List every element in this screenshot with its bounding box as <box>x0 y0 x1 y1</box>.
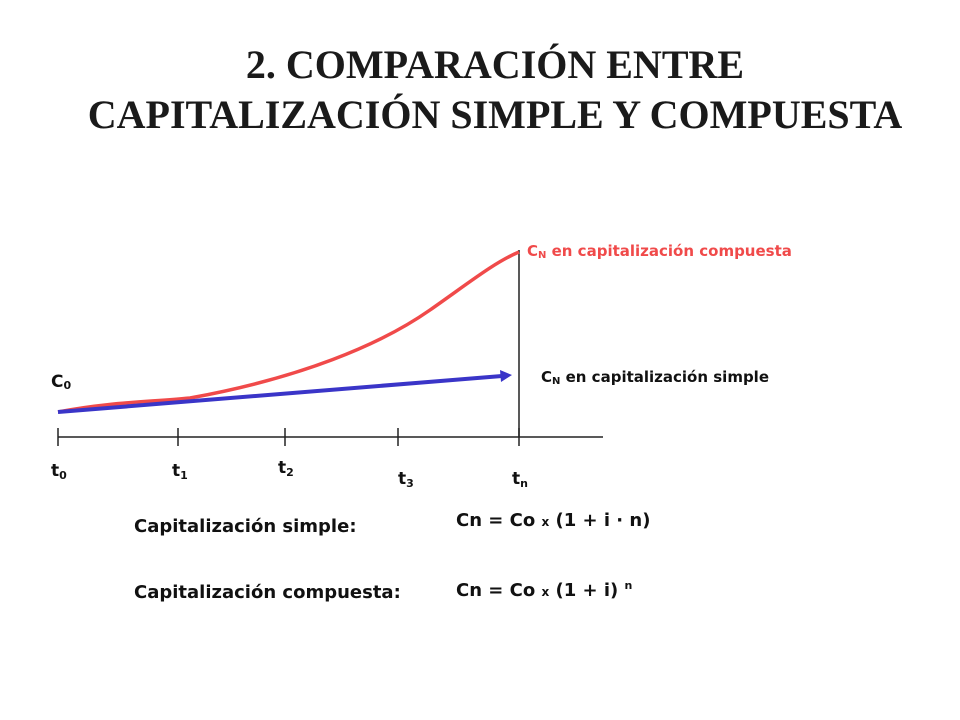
compound-formula-exponent: n <box>624 579 633 592</box>
compound-formula-suffix: (1 + i) <box>549 580 625 601</box>
compound-formula-times: x <box>541 585 550 599</box>
tick-label-t3: t3 <box>398 469 414 490</box>
simple-formula-prefix: Cn = Co <box>456 510 542 531</box>
simple-formula-suffix: (1 + i · n) <box>549 510 651 531</box>
simple-arrow-head <box>500 370 512 382</box>
compound-curve <box>57 250 520 414</box>
simple-label: CN en capitalización simple <box>541 368 769 387</box>
c0-label: C0 <box>51 372 71 392</box>
tick-label-tn: tn <box>512 469 528 490</box>
simple-formula-label: Capitalización simple: <box>134 516 357 537</box>
title-line-1: 2. COMPARACIÓN ENTRE <box>245 42 745 87</box>
compound-formula-prefix: Cn = Co <box>456 580 542 601</box>
simple-formula-times: x <box>541 515 550 529</box>
compound-formula-label: Capitalización compuesta: <box>134 582 401 603</box>
tick-label-t0: t0 <box>51 461 67 482</box>
compound-formula: Cn = Co x (1 + i) n <box>456 579 633 601</box>
simple-formula: Cn = Co x (1 + i · n) <box>456 510 650 531</box>
compound-label: CN en capitalización compuesta <box>527 242 792 261</box>
tick-label-t1: t1 <box>172 461 188 482</box>
simple-line <box>57 374 503 414</box>
tick-label-t2: t2 <box>278 458 294 479</box>
title-line-2: CAPITALIZACIÓN SIMPLE Y COMPUESTA <box>87 92 903 137</box>
page-title: 2. COMPARACIÓN ENTRE CAPITALIZACIÓN SIMP… <box>0 40 960 140</box>
